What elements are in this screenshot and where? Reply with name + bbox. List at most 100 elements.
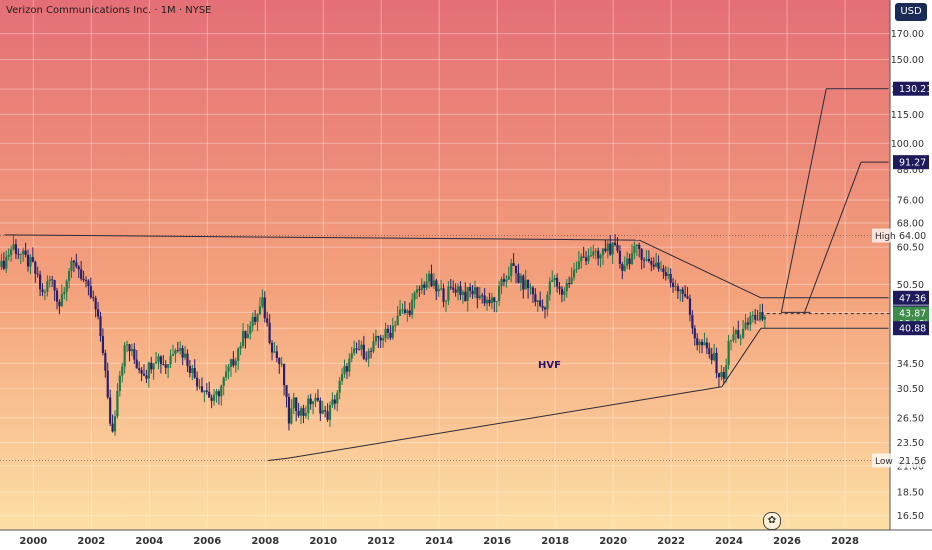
candle-body	[234, 360, 237, 366]
candle-body	[601, 248, 605, 256]
x-tick-label: 2008	[251, 536, 279, 547]
candle-body	[290, 408, 293, 424]
candle-body	[440, 288, 443, 290]
candle-body	[340, 374, 344, 381]
candle-body	[150, 362, 153, 370]
candle-body	[14, 244, 18, 254]
candle-body	[51, 279, 54, 281]
candle-body	[676, 286, 679, 292]
y-tick-label: 100.00	[891, 139, 924, 150]
candle-body	[225, 371, 228, 378]
candle-body	[394, 325, 397, 326]
candle-body	[430, 273, 433, 287]
candle-body	[505, 279, 508, 282]
candle-body	[174, 350, 177, 355]
candle-body	[589, 255, 593, 257]
axes	[0, 0, 932, 531]
candle-body	[473, 287, 477, 295]
candle-body	[46, 281, 49, 292]
candle-body	[2, 260, 5, 269]
candle-body	[398, 309, 402, 316]
candle-body	[592, 251, 595, 256]
candle-body	[43, 291, 47, 293]
candle-body	[519, 275, 522, 283]
candle-body	[188, 365, 191, 373]
candle-body	[411, 299, 414, 315]
price-tag-box	[893, 155, 929, 170]
candle-body	[650, 261, 653, 265]
candle-body	[657, 262, 660, 269]
candle-body	[154, 361, 158, 364]
candle-body	[295, 397, 298, 411]
candle-body	[623, 265, 626, 271]
candle-body	[749, 315, 752, 325]
candle-body	[413, 292, 416, 300]
candle-body	[254, 316, 257, 322]
candle-body	[84, 280, 88, 281]
candle-body	[283, 363, 286, 386]
y-tick-label: 23.50	[897, 438, 924, 449]
x-tick-label: 2020	[599, 536, 627, 547]
high-badge-label: High	[875, 232, 896, 242]
candle-body	[734, 330, 737, 335]
candle-body	[729, 340, 733, 342]
candle-body	[452, 287, 455, 290]
y-tick-label: 68.00	[897, 219, 924, 230]
candle-body	[374, 335, 378, 342]
candle-body	[104, 352, 107, 371]
x-tick-label: 2004	[135, 536, 163, 547]
price-tag-box	[893, 81, 929, 96]
candle-body	[251, 316, 254, 326]
candle-body	[372, 341, 375, 352]
y-tick-label: 50.50	[897, 280, 924, 291]
candle-body	[285, 385, 288, 397]
candle-body	[169, 355, 172, 365]
candle-body	[401, 309, 404, 311]
candle-body	[270, 342, 274, 353]
current-price-value: 43.87	[899, 309, 926, 320]
candle-body	[350, 353, 353, 359]
candle-body	[708, 348, 711, 355]
trendline	[721, 327, 762, 387]
y-tick-label: 115.00	[891, 110, 924, 121]
candle-body	[367, 350, 370, 359]
candle-body	[162, 364, 165, 365]
candle-body	[384, 328, 387, 339]
trendline	[268, 457, 289, 461]
candle-body	[229, 359, 233, 367]
candle-body	[703, 342, 706, 346]
candle-body	[0, 260, 3, 267]
candle-body	[77, 266, 80, 270]
candle-body	[232, 359, 235, 366]
y-tick-label: 34.50	[897, 359, 924, 370]
candle-body	[582, 256, 585, 258]
candle-body	[611, 242, 614, 255]
y-tick-label: 18.50	[897, 488, 924, 499]
trendline	[4, 234, 640, 241]
candle-body	[39, 274, 42, 290]
candle-body	[485, 299, 489, 304]
candle-body	[369, 350, 373, 352]
low-value-label: 21.56	[899, 456, 926, 467]
candle-body	[635, 244, 638, 246]
candle-body	[572, 270, 576, 278]
y-tick-label: 60.50	[897, 243, 924, 254]
candle-body	[121, 366, 124, 376]
candle-body	[609, 243, 612, 255]
candle-body	[478, 295, 481, 299]
candle-body	[700, 341, 704, 346]
candle-body	[331, 399, 334, 405]
candle-body	[645, 259, 648, 261]
candle-body	[408, 310, 411, 315]
y-tick-label: 76.00	[897, 196, 924, 207]
candle-body	[456, 286, 460, 293]
candle-body	[454, 289, 457, 293]
candle-body	[476, 287, 479, 299]
candle-body	[488, 299, 491, 304]
price-tag-label: 47.36	[899, 293, 926, 304]
candle-body	[510, 263, 513, 277]
currency-button[interactable]: USD	[895, 3, 927, 21]
candle-body	[442, 288, 445, 302]
candle-body	[686, 296, 689, 299]
